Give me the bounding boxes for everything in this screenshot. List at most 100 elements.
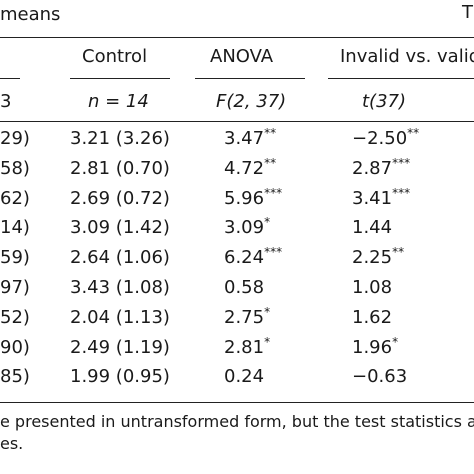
cell-value: 4.72 bbox=[224, 158, 265, 179]
cell-value: 29) bbox=[0, 128, 30, 149]
cell-value: 2.75 bbox=[224, 307, 265, 328]
significance-marker: * bbox=[264, 215, 271, 229]
cell-value: 1.08 bbox=[352, 277, 393, 298]
top-rule bbox=[0, 37, 474, 38]
cell-value: 2.04 (1.13) bbox=[70, 307, 170, 328]
cell-anova: 0.58 bbox=[224, 277, 264, 298]
cell-control: 2.64 (1.06) bbox=[70, 247, 170, 268]
subheader-contrast-df: t(37) bbox=[362, 91, 407, 112]
cell-left: 90) bbox=[0, 337, 30, 358]
cell-value: 3.09 bbox=[224, 217, 265, 238]
cell-value: 85) bbox=[0, 366, 30, 387]
cell-value: 6.24 bbox=[224, 247, 265, 268]
cell-contrast: 1.62 bbox=[352, 307, 392, 328]
significance-marker: * bbox=[392, 335, 399, 349]
cell-control: 3.09 (1.42) bbox=[70, 217, 170, 238]
column-header-control: Control bbox=[82, 46, 148, 67]
cell-value: 2.87 bbox=[352, 158, 393, 179]
cell-value: 2.81 bbox=[224, 337, 265, 358]
cell-value: 3.47 bbox=[224, 128, 265, 149]
significance-marker: *** bbox=[392, 186, 411, 200]
bottom-rule bbox=[0, 402, 474, 403]
cell-anova: 0.24 bbox=[224, 366, 264, 387]
cell-value: 2.64 (1.06) bbox=[70, 247, 170, 268]
cell-value: −2.50 bbox=[352, 128, 408, 149]
footnote-line-2: es. bbox=[0, 434, 24, 453]
column-header-rule-left bbox=[0, 78, 20, 79]
means-group-label: means bbox=[0, 4, 61, 25]
cell-value: 2.49 (1.19) bbox=[70, 337, 170, 358]
cell-left: 59) bbox=[0, 247, 30, 268]
cell-contrast: 2.87*** bbox=[352, 156, 411, 179]
cell-anova: 2.81* bbox=[224, 335, 271, 358]
cell-value: 0.24 bbox=[224, 366, 265, 387]
cell-contrast: 1.96* bbox=[352, 335, 399, 358]
cell-value: 1.96 bbox=[352, 337, 393, 358]
cell-control: 1.99 (0.95) bbox=[70, 366, 170, 387]
cell-value: 3.09 (1.42) bbox=[70, 217, 170, 238]
cell-anova: 6.24*** bbox=[224, 245, 283, 268]
column-header-anova: ANOVA bbox=[210, 46, 274, 67]
cell-value: 62) bbox=[0, 188, 30, 209]
cell-value: 3.43 (1.08) bbox=[70, 277, 170, 298]
cell-control: 2.04 (1.13) bbox=[70, 307, 170, 328]
cell-value: 58) bbox=[0, 158, 30, 179]
significance-marker: ** bbox=[264, 126, 277, 140]
significance-marker: * bbox=[264, 335, 271, 349]
cell-value: 5.96 bbox=[224, 188, 265, 209]
cell-left: 58) bbox=[0, 158, 30, 179]
cell-anova: 3.47** bbox=[224, 126, 277, 149]
column-header-rule-anova bbox=[195, 78, 305, 79]
cell-contrast: 3.41*** bbox=[352, 186, 411, 209]
cell-value: 14) bbox=[0, 217, 30, 238]
significance-marker: ** bbox=[392, 245, 405, 259]
significance-marker: *** bbox=[264, 186, 283, 200]
cell-value: 1.44 bbox=[352, 217, 393, 238]
cell-control: 2.81 (0.70) bbox=[70, 158, 170, 179]
cell-control: 2.49 (1.19) bbox=[70, 337, 170, 358]
cell-anova: 5.96*** bbox=[224, 186, 283, 209]
column-header-rule-contrast bbox=[328, 78, 474, 79]
cell-anova: 2.75* bbox=[224, 305, 271, 328]
footnote-line-1: e presented in untransformed form, but t… bbox=[0, 412, 474, 431]
subheader-anova-df: F(2, 37) bbox=[216, 91, 287, 112]
significance-marker: * bbox=[264, 305, 271, 319]
cell-left: 62) bbox=[0, 188, 30, 209]
cell-contrast: 1.08 bbox=[352, 277, 392, 298]
cell-value: 3.41 bbox=[352, 188, 393, 209]
cell-control: 2.69 (0.72) bbox=[70, 188, 170, 209]
significance-marker: ** bbox=[407, 126, 420, 140]
significance-marker: *** bbox=[264, 245, 283, 259]
cell-control: 3.43 (1.08) bbox=[70, 277, 170, 298]
cell-anova: 3.09* bbox=[224, 215, 271, 238]
column-header-rule-control bbox=[70, 78, 170, 79]
header-bottom-rule bbox=[0, 121, 474, 122]
cell-value: 97) bbox=[0, 277, 30, 298]
significance-marker: *** bbox=[392, 156, 411, 170]
cell-value: 1.99 (0.95) bbox=[70, 366, 170, 387]
cell-control: 3.21 (3.26) bbox=[70, 128, 170, 149]
cell-anova: 4.72** bbox=[224, 156, 277, 179]
column-header-contrast: Invalid vs. valid bbox=[340, 46, 474, 67]
cell-value: 2.81 (0.70) bbox=[70, 158, 170, 179]
subheader-left-fragment: 3 bbox=[0, 91, 12, 112]
cell-left: 29) bbox=[0, 128, 30, 149]
cell-contrast: 1.44 bbox=[352, 217, 392, 238]
cell-contrast: −2.50** bbox=[352, 126, 420, 149]
subheader-control-n: n = 14 bbox=[88, 91, 149, 112]
significance-marker: ** bbox=[264, 156, 277, 170]
cell-left: 85) bbox=[0, 366, 30, 387]
cell-left: 52) bbox=[0, 307, 30, 328]
cell-value: 59) bbox=[0, 247, 30, 268]
cell-contrast: 2.25** bbox=[352, 245, 405, 268]
cell-left: 97) bbox=[0, 277, 30, 298]
cell-value: 90) bbox=[0, 337, 30, 358]
cell-value: 52) bbox=[0, 307, 30, 328]
cell-left: 14) bbox=[0, 217, 30, 238]
corner-label: T bbox=[462, 2, 473, 23]
cell-value: 0.58 bbox=[224, 277, 265, 298]
cell-value: −0.63 bbox=[352, 366, 408, 387]
cell-contrast: −0.63 bbox=[352, 366, 407, 387]
cell-value: 2.69 (0.72) bbox=[70, 188, 170, 209]
cell-value: 2.25 bbox=[352, 247, 393, 268]
